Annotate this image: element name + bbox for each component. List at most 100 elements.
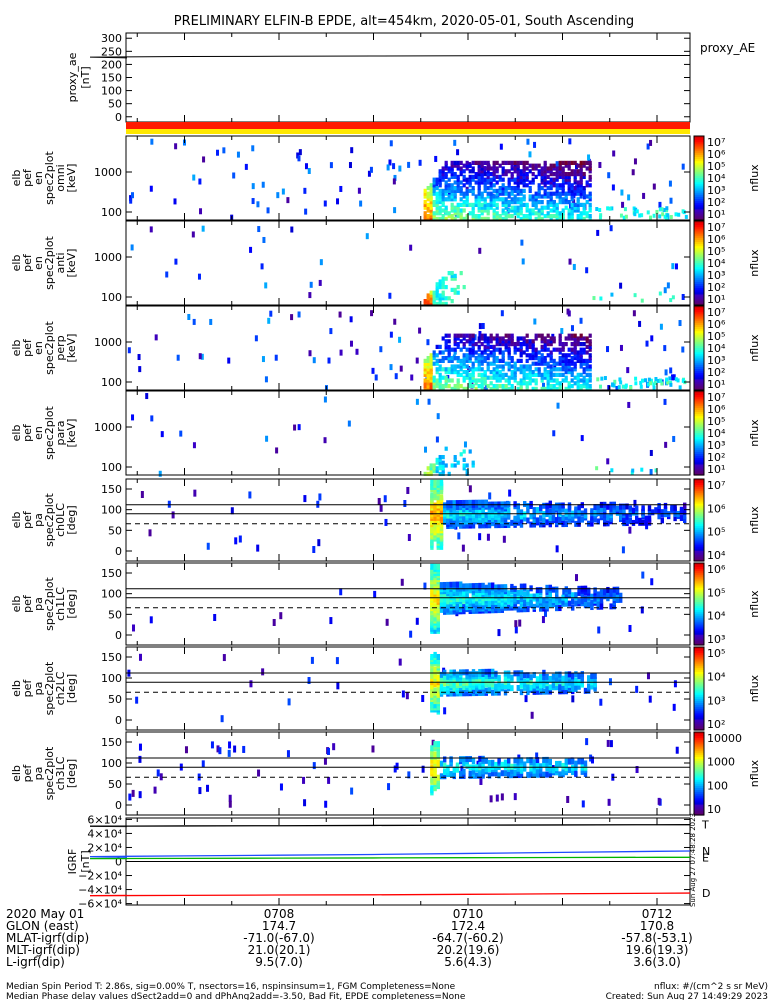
pa-cell bbox=[487, 685, 492, 692]
pa-noise-cell bbox=[206, 784, 210, 792]
pa-8-cbar-cell bbox=[694, 804, 704, 808]
energy-cell bbox=[552, 202, 556, 207]
pa-cell bbox=[436, 535, 440, 542]
pa-cell bbox=[561, 769, 565, 776]
energy-cell bbox=[525, 381, 529, 386]
energy-cell bbox=[480, 375, 484, 380]
pa-7-cbar-cell bbox=[694, 727, 704, 731]
pa-noise-cell bbox=[261, 668, 265, 676]
energy-cell bbox=[483, 166, 487, 171]
energy-noise-cell bbox=[478, 323, 482, 330]
energy-4-ylabel-line: pef bbox=[21, 423, 34, 442]
pa-noise-cell bbox=[302, 776, 306, 784]
pa-6-ylabel-line: elb bbox=[10, 596, 23, 613]
energy-cell bbox=[528, 188, 532, 193]
energy-tail-cell bbox=[662, 207, 666, 212]
pa-cell bbox=[564, 675, 568, 682]
energy-cell bbox=[441, 285, 445, 290]
energy-cell bbox=[444, 188, 448, 193]
energy-cell bbox=[441, 384, 445, 389]
pa-noise-cell bbox=[486, 533, 490, 541]
energy-cell bbox=[585, 372, 589, 377]
energy-1-cbar-cell bbox=[694, 154, 704, 158]
energy-cell bbox=[576, 375, 580, 380]
energy-cell bbox=[444, 301, 448, 306]
pa-cell bbox=[430, 654, 434, 660]
energy-tail-cell bbox=[647, 377, 651, 382]
pa-cell bbox=[558, 760, 562, 767]
energy-cell bbox=[468, 378, 472, 383]
energy-cell bbox=[564, 172, 568, 177]
pa-cell bbox=[523, 583, 527, 590]
energy-noise-cell bbox=[560, 328, 564, 335]
pa-7-cbar-cell bbox=[694, 647, 704, 650]
energy-cell bbox=[426, 301, 430, 306]
energy-cell bbox=[579, 378, 583, 383]
energy-cell bbox=[579, 166, 583, 171]
energy-cell bbox=[453, 287, 457, 292]
pa-cell bbox=[519, 517, 524, 524]
pa-noise-cell bbox=[140, 491, 144, 499]
energy-cell bbox=[504, 202, 508, 207]
energy-cell bbox=[579, 361, 583, 366]
energy-4-cbar-tick: 10⁴ bbox=[707, 427, 726, 440]
energy-cell bbox=[438, 285, 442, 290]
energy-cell bbox=[534, 361, 538, 366]
energy-3-ytick-label: 100 bbox=[101, 376, 122, 389]
energy-cell bbox=[540, 344, 544, 349]
pa-7-cbar-cell bbox=[694, 690, 704, 694]
pa-cell bbox=[539, 682, 543, 689]
energy-cell bbox=[423, 194, 427, 199]
energy-cell bbox=[480, 174, 484, 179]
pa-5-cbar-cell bbox=[694, 522, 704, 525]
pa-cell bbox=[545, 584, 549, 591]
energy-tail-cell bbox=[599, 213, 603, 218]
energy-cell bbox=[510, 333, 514, 338]
pa-cell bbox=[516, 594, 520, 601]
pa-cell bbox=[513, 596, 517, 603]
energy-3-cbar-cell bbox=[694, 337, 704, 341]
energy-cell bbox=[486, 177, 490, 182]
energy-cell bbox=[531, 200, 535, 205]
energy-cell bbox=[549, 356, 553, 361]
energy-noise-cell bbox=[572, 263, 576, 270]
energy-cell bbox=[429, 299, 433, 304]
energy-2-cbar-cell bbox=[694, 286, 704, 289]
energy-noise-cell bbox=[264, 376, 268, 383]
energy-cell bbox=[579, 353, 583, 358]
pa-cell bbox=[577, 589, 581, 596]
pa-6-ytick-label: 150 bbox=[101, 567, 122, 580]
energy-3-cbar-frame bbox=[693, 305, 705, 391]
pa-noise-cell bbox=[228, 794, 232, 802]
pa-noise-cell bbox=[541, 616, 545, 624]
energy-cell bbox=[495, 166, 499, 171]
energy-cell bbox=[471, 378, 475, 383]
energy-cell bbox=[588, 358, 592, 363]
pa-6-cbar-cell bbox=[694, 571, 704, 574]
energy-noise-cell bbox=[276, 192, 280, 199]
energy-tail-cell bbox=[660, 207, 664, 212]
energy-cell bbox=[519, 172, 523, 177]
energy-1-cbar-tick: 10³ bbox=[707, 184, 725, 197]
energy-2-cbar-frame bbox=[693, 220, 705, 306]
energy-cell bbox=[564, 386, 568, 391]
energy-cell bbox=[543, 336, 547, 341]
energy-cell bbox=[561, 356, 565, 361]
energy-cell bbox=[507, 194, 511, 199]
energy-tail-cell bbox=[668, 376, 672, 381]
energy-cell bbox=[471, 347, 475, 352]
energy-cell bbox=[444, 216, 448, 221]
energy-cell bbox=[546, 333, 550, 338]
pa-cell bbox=[439, 494, 444, 501]
pa-cell bbox=[433, 666, 437, 673]
energy-cell bbox=[453, 463, 457, 468]
energy-cell bbox=[465, 200, 469, 205]
pa-cell bbox=[558, 502, 562, 509]
energy-cell bbox=[588, 208, 592, 213]
energy-noise-cell bbox=[318, 279, 322, 286]
energy-cell bbox=[480, 177, 484, 182]
pa-cell bbox=[548, 684, 552, 691]
igrf-ylabel-line: IGRF bbox=[66, 849, 79, 875]
energy-cell bbox=[522, 342, 526, 347]
igrf-ytick-label: 6×10⁴ bbox=[87, 813, 122, 826]
